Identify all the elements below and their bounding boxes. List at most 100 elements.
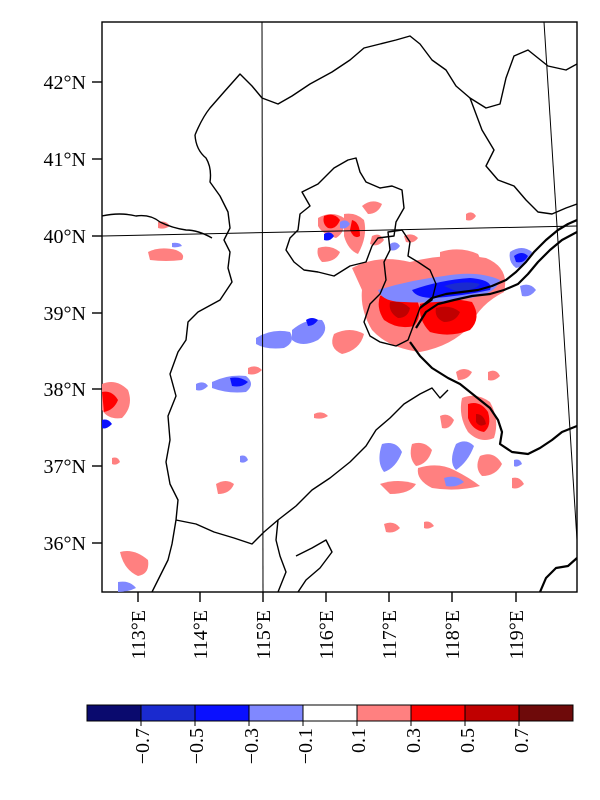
positive-anomaly-patch: [384, 522, 400, 533]
colorbar-swatch: [464, 704, 520, 722]
lon-label-117E: 117°E: [379, 610, 401, 659]
lon-label-118E: 118°E: [442, 610, 464, 659]
anomaly-contours: [102, 201, 536, 592]
positive-anomaly-patch: [317, 246, 340, 262]
lon-label-116E: 116°E: [316, 610, 338, 659]
shanxi-hebei-boundary: [151, 134, 233, 592]
negative-anomaly-patch: [379, 443, 402, 472]
colorbar-label: −0.1: [295, 728, 317, 764]
lon-label-115E: 115°E: [253, 610, 275, 659]
positive-anomaly-patch: [488, 370, 500, 381]
positive-anomaly-patch: [350, 220, 360, 238]
bohai-coast-south: [409, 341, 577, 456]
positive-anomaly-patch: [440, 249, 480, 270]
colorbar-label: −0.7: [132, 728, 154, 764]
positive-anomaly-patch: [362, 201, 382, 214]
negative-anomaly-patch: [102, 419, 112, 429]
colorbar: [86, 704, 574, 726]
positive-anomaly-patch: [314, 412, 328, 419]
colorbar-label: 0.5: [457, 728, 479, 753]
positive-anomaly-patch: [102, 391, 118, 412]
colorbar-label: 0.7: [511, 728, 533, 753]
positive-anomaly-patch: [120, 551, 149, 576]
negative-anomaly-patch: [444, 476, 464, 487]
northern-boundary: [194, 35, 577, 136]
positive-anomaly-patch: [323, 214, 340, 229]
negative-anomaly-patch: [240, 455, 248, 463]
lon-label-113E: 113°E: [128, 610, 150, 659]
coastline: [409, 218, 577, 592]
positive-anomaly-patch: [466, 212, 476, 221]
negative-anomaly-patch: [196, 382, 208, 391]
lat-label-41N: 41°N: [44, 149, 86, 171]
positive-anomaly-patch: [112, 457, 120, 465]
negative-anomaly-patch: [390, 242, 400, 251]
negative-anomaly-patch: [230, 377, 248, 387]
shanxi-innermongolia-boundary: [102, 213, 213, 239]
bohai-coast-inner: [415, 231, 577, 329]
colorbar-label: −0.5: [186, 728, 208, 764]
positive-anomaly-patch: [216, 481, 234, 494]
negative-anomaly-patch: [444, 282, 480, 292]
negative-anomaly-patch: [292, 319, 326, 344]
colorbar-swatch: [410, 704, 466, 722]
shandong-henan-boundary: [295, 539, 333, 592]
colorbar-labels: −0.7 −0.5 −0.3 −0.1 0.1 0.3 0.5 0.7: [132, 728, 533, 764]
positive-anomaly-patch: [332, 330, 364, 354]
negative-anomaly-patch: [520, 284, 536, 297]
hebei-south-boundary: [175, 387, 449, 545]
colorbar-swatch: [248, 704, 304, 722]
negative-anomaly-patch: [340, 220, 350, 229]
colorbar-label: 0.1: [348, 728, 370, 753]
negative-anomaly-patch: [172, 242, 182, 248]
colorbar-swatch: [302, 704, 358, 722]
gridline-115E: [261, 22, 264, 592]
colorbar-label: −0.3: [241, 728, 263, 764]
shandong-coast: [538, 557, 577, 592]
positive-anomaly-patch: [435, 306, 460, 322]
positive-anomaly-patch: [440, 414, 454, 429]
positive-anomaly-patch: [512, 477, 524, 489]
positive-anomaly-patch: [476, 414, 486, 426]
negative-anomaly-patch: [306, 318, 318, 326]
tianjin-boundary: [363, 229, 437, 347]
beijing-boundary: [285, 157, 405, 277]
positive-anomaly-patch: [404, 234, 418, 243]
colorbar-swatch: [356, 704, 412, 722]
negative-anomaly-patch: [118, 581, 136, 592]
gridline-40N: [102, 225, 577, 237]
colorbar-swatch: [194, 704, 250, 722]
lon-label-119E: 119°E: [506, 610, 528, 659]
lat-label-38N: 38°N: [44, 379, 86, 401]
henan-boundary: [275, 519, 287, 592]
lon-label-114E: 114°E: [190, 610, 212, 659]
negative-anomaly-patch: [256, 330, 292, 349]
positive-anomaly-patch: [389, 301, 410, 318]
positive-anomaly-patch: [410, 442, 432, 466]
map-frame: [101, 21, 578, 593]
lat-ticks: [92, 81, 102, 544]
lat-label-36N: 36°N: [44, 533, 86, 555]
lat-label-37N: 37°N: [44, 456, 86, 478]
colorbar-swatch: [140, 704, 196, 722]
map-edge-line: [543, 22, 577, 541]
positive-anomaly-patch: [456, 369, 472, 380]
hebei-liaoning-boundary: [469, 97, 577, 215]
positive-anomaly-patch: [477, 454, 502, 476]
lon-ticks: [137, 592, 517, 602]
lat-labels: 42°N 41°N 40°N 39°N 38°N 37°N 36°N: [44, 72, 86, 555]
positive-anomaly-patch: [148, 248, 184, 261]
lat-label-42N: 42°N: [44, 72, 86, 94]
province-borders: [102, 35, 577, 592]
bohai-coast-north: [419, 218, 577, 309]
colorbar-label: 0.3: [403, 728, 425, 753]
positive-anomaly-patch: [380, 481, 416, 494]
negative-anomaly-patch: [514, 253, 528, 263]
colorbar-swatch: [86, 704, 142, 722]
positive-anomaly-patch: [424, 521, 434, 529]
lat-label-39N: 39°N: [44, 303, 86, 325]
positive-anomaly-patch: [248, 366, 262, 375]
map-content: [102, 22, 577, 592]
lon-labels: 113°E 114°E 115°E 116°E 117°E 118°E 119°…: [128, 610, 528, 659]
